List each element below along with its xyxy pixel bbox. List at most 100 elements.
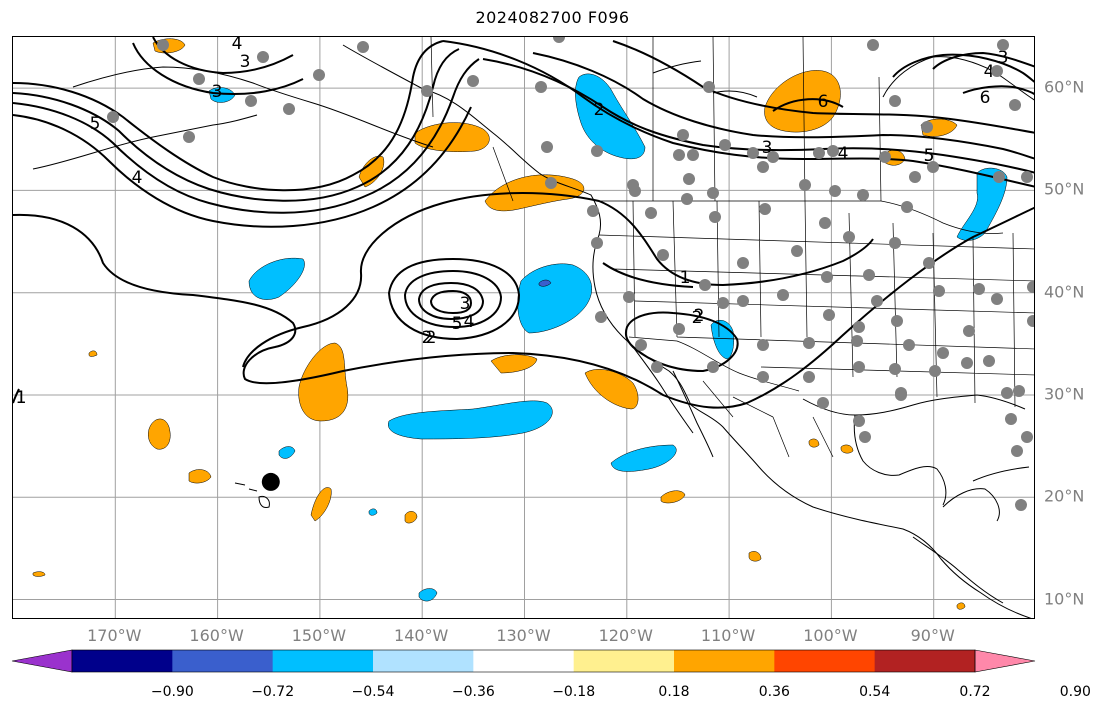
colorbar-segment xyxy=(473,650,575,672)
colorbar-tick-label: −0.36 xyxy=(451,684,495,700)
lon-label: 130°W xyxy=(496,626,551,645)
station-dot xyxy=(843,231,855,243)
station-dot xyxy=(857,189,869,201)
hudson-bay-coast xyxy=(882,56,1034,101)
contour-label: 2 xyxy=(694,306,705,326)
lat-label: 20°N xyxy=(1044,486,1085,506)
contour-4-north xyxy=(13,48,460,202)
contour-label: 5 xyxy=(452,314,463,334)
station-dot xyxy=(963,325,975,337)
lon-label: 110°W xyxy=(700,626,756,645)
negative-anomaly-mexico-pacific xyxy=(610,444,677,472)
contour-ne-3 xyxy=(932,51,1034,70)
lon-label: 150°W xyxy=(291,626,347,645)
station-dot xyxy=(803,337,815,349)
contour-ring-outer xyxy=(387,257,521,341)
station-dot xyxy=(817,397,829,409)
station-dot xyxy=(757,161,769,173)
colorbar-tick-label: −0.18 xyxy=(552,684,596,700)
central-america xyxy=(912,536,1004,604)
station-dot xyxy=(993,171,1005,183)
station-dot xyxy=(635,339,647,351)
anomaly-fills xyxy=(32,38,1008,610)
contour-label: 5 xyxy=(924,146,935,166)
station-dot xyxy=(867,39,879,51)
lon-label: 160°W xyxy=(189,626,244,645)
contour-1-west xyxy=(13,388,20,404)
station-dot xyxy=(923,257,935,269)
positive-anomaly-small-3 xyxy=(748,551,762,562)
station-dot xyxy=(983,355,995,367)
station-dot xyxy=(1011,445,1023,457)
station-dot xyxy=(791,245,803,257)
station-dot xyxy=(853,321,865,333)
station-dot xyxy=(737,295,749,307)
colorbar-segment xyxy=(72,650,173,672)
contour-large-ridge xyxy=(13,206,1034,409)
station-dot xyxy=(757,371,769,383)
station-dot xyxy=(1001,387,1013,399)
station-dot xyxy=(1021,171,1033,183)
alaska-canada-border xyxy=(430,37,434,118)
canada-province-lines xyxy=(492,37,882,202)
negative-anomaly-small-2 xyxy=(418,588,438,602)
station-dot xyxy=(823,309,835,321)
station-dot xyxy=(827,145,839,157)
station-dot xyxy=(629,185,641,197)
station-dot xyxy=(707,361,719,373)
station-dot xyxy=(929,365,941,377)
contour-label: 3 xyxy=(998,48,1009,68)
station-dot xyxy=(889,363,901,375)
mexico-state-lines xyxy=(702,380,834,458)
station-dot xyxy=(803,371,815,383)
station-dot xyxy=(889,237,901,249)
lon-label: 140°W xyxy=(394,626,449,645)
colorbar-extend-low xyxy=(11,649,73,673)
location-marker xyxy=(261,472,280,491)
station-dot xyxy=(757,339,769,351)
station-dot xyxy=(183,131,195,143)
station-dot xyxy=(535,81,547,93)
contour-ring-inner1 xyxy=(417,281,485,321)
station-dot xyxy=(709,211,721,223)
station-dot xyxy=(357,41,369,53)
colorbar-tick-label: 0.54 xyxy=(859,684,891,700)
colorbar-segment xyxy=(373,650,474,672)
station-dot xyxy=(673,149,685,161)
station-dot xyxy=(313,69,325,81)
contour-label: 4 xyxy=(132,168,143,188)
station-dot xyxy=(717,297,729,309)
contour-label: 1 xyxy=(680,268,691,288)
contour-5-alaska xyxy=(132,42,304,96)
contour-label: 5 xyxy=(924,146,935,166)
station-dot xyxy=(257,51,269,63)
contour-canada-2 xyxy=(482,58,1034,174)
contour-3-north xyxy=(13,58,480,214)
lon-label: 120°W xyxy=(598,626,653,645)
station-dot xyxy=(895,389,907,401)
colorbar-segment xyxy=(874,650,976,672)
political-borders xyxy=(430,37,1034,458)
colorbar-segment xyxy=(774,650,876,672)
station-dot xyxy=(677,129,689,141)
station-dot xyxy=(193,73,205,85)
lat-label: 40°N xyxy=(1044,282,1085,302)
us-canada-border xyxy=(599,200,1004,234)
station-dot xyxy=(673,323,685,335)
contour-label: 1 xyxy=(16,388,27,408)
lat-label: 50°N xyxy=(1044,179,1085,199)
station-dot xyxy=(707,187,719,199)
station-dot xyxy=(851,335,863,347)
positive-anomaly-small-1 xyxy=(358,155,385,188)
station-dot xyxy=(545,177,557,189)
contour-label: 2 xyxy=(594,100,605,120)
negative-anomaly-california-coast xyxy=(517,263,592,334)
station-dot xyxy=(591,237,603,249)
station-dot xyxy=(879,151,891,163)
cuba xyxy=(972,466,1030,482)
colorbar-tick-label: −0.90 xyxy=(150,684,194,700)
station-dot xyxy=(997,39,1009,51)
